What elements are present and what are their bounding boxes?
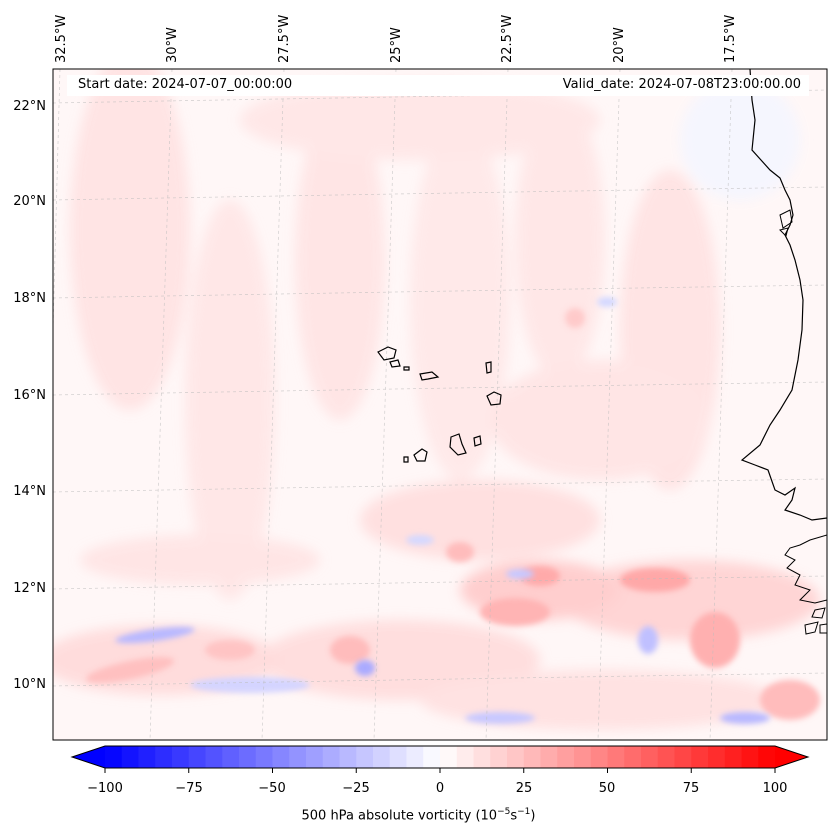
- colorbar-cell: [607, 746, 625, 768]
- colorbar-cell: [373, 746, 391, 768]
- colorbar-cell: [657, 746, 676, 768]
- colorbar-cell: [205, 746, 223, 768]
- start-date-label: Start date: 2024-07-07_00:00:00: [72, 77, 299, 92]
- colorbar-tick-label: 25: [515, 781, 533, 796]
- gridlines: [53, 69, 827, 740]
- lat-label-12n: 12°N: [13, 581, 46, 596]
- colorbar-tick-label: 50: [598, 781, 616, 796]
- colorbar-cell: [456, 746, 475, 768]
- colorbar-cell: [172, 746, 190, 768]
- colorbar-cell: [239, 746, 257, 768]
- lon-label-25w: 25°W: [389, 27, 404, 63]
- colorbar-cell: [440, 746, 458, 768]
- colorbar-tick-label: −75: [175, 781, 203, 796]
- colorbar-tick-label: −100: [87, 781, 123, 796]
- colorbar-cell: [490, 746, 508, 768]
- colorbar-extend-max: [775, 746, 808, 768]
- colorbar-cell: [155, 746, 173, 768]
- colorbar-tick-label: 0: [435, 781, 445, 796]
- colorbar-cell: [590, 746, 609, 768]
- valid-date-label: Valid_date: 2024-07-08T23:00:00.00: [556, 77, 807, 92]
- lon-label-32-5w: 32.5°W: [54, 14, 69, 63]
- colorbar-cell: [222, 746, 240, 768]
- vorticity-field: [53, 69, 820, 730]
- colorbar-cell: [574, 746, 592, 768]
- colorbar-cell: [105, 746, 123, 768]
- colorbar-cell: [406, 746, 424, 768]
- colorbar-tick-label: −50: [258, 781, 286, 796]
- colorbar-cell: [188, 746, 207, 768]
- colorbar-cell: [741, 746, 759, 768]
- colorbar-cell: [507, 746, 525, 768]
- colorbar-cell: [641, 746, 659, 768]
- colorbar-cell: [322, 746, 341, 768]
- colorbar-tick-label: −25: [342, 781, 370, 796]
- colorbar-cell: [423, 746, 441, 768]
- lon-label-30w: 30°W: [165, 27, 180, 63]
- colorbar-cell: [289, 746, 307, 768]
- colorbar-cell: [557, 746, 575, 768]
- colorbar-cell: [691, 746, 709, 768]
- colorbar-cell: [540, 746, 558, 768]
- colorbar-cell: [255, 746, 274, 768]
- vorticity-maxima: [85, 308, 820, 720]
- lon-label-27-5w: 27.5°W: [277, 14, 292, 63]
- colorbar-cell: [389, 746, 408, 768]
- coastal-islands: [779, 209, 827, 635]
- lon-label-20w: 20°W: [612, 27, 627, 63]
- colorbar-cell: [121, 746, 140, 768]
- lat-label-18n: 18°N: [13, 291, 46, 306]
- lon-label-22-5w: 22.5°W: [500, 14, 515, 63]
- colorbar-cell: [473, 746, 491, 768]
- colorbar-extend-min: [72, 746, 105, 768]
- colorbar-cell: [523, 746, 542, 768]
- map-frame: [52, 68, 828, 741]
- colorbar: [70, 745, 810, 773]
- colorbar-cell: [272, 746, 290, 768]
- colorbar-cell: [708, 746, 726, 768]
- colorbar-title: 500 hPa absolute vorticity (10−5s−1): [301, 807, 536, 824]
- lon-label-17-5w: 17.5°W: [723, 14, 738, 63]
- lat-label-14n: 14°N: [13, 484, 46, 499]
- colorbar-cell: [339, 746, 357, 768]
- negative-vorticity: [115, 297, 770, 724]
- colorbar-cell: [306, 746, 324, 768]
- colorbar-cell: [674, 746, 692, 768]
- lat-label-10n: 10°N: [13, 677, 46, 692]
- colorbar-cell: [758, 746, 776, 768]
- colorbar-tick-label: 100: [762, 781, 788, 796]
- africa-coastline: [740, 69, 827, 521]
- colorbar-cell: [724, 746, 743, 768]
- lat-label-22n: 22°N: [13, 99, 46, 114]
- colorbar-cell: [138, 746, 156, 768]
- lat-label-16n: 16°N: [13, 388, 46, 403]
- guinea-bissau-coast: [784, 534, 827, 604]
- colorbar-cell: [624, 746, 642, 768]
- lat-label-20n: 20°N: [13, 194, 46, 209]
- colorbar-cell: [356, 746, 374, 768]
- colorbar-tick-label: 75: [682, 781, 700, 796]
- cape-verde-islands: [377, 346, 502, 463]
